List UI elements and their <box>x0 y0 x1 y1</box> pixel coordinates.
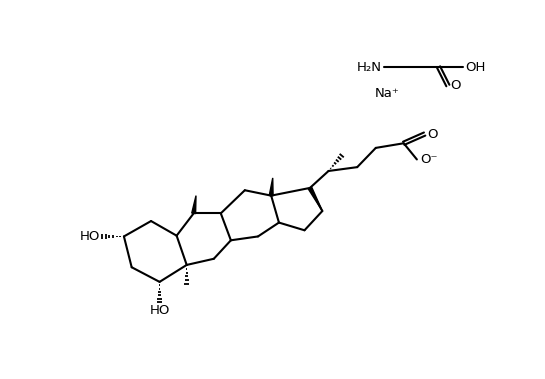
Text: H₂N: H₂N <box>357 61 382 74</box>
Text: OH: OH <box>465 61 486 74</box>
Text: HO: HO <box>149 304 169 317</box>
Text: O⁻: O⁻ <box>420 153 438 166</box>
Text: O: O <box>450 79 461 92</box>
Text: HO: HO <box>80 230 100 243</box>
Text: Na⁺: Na⁺ <box>374 87 399 100</box>
Polygon shape <box>192 196 196 214</box>
Polygon shape <box>308 187 322 211</box>
Text: O: O <box>427 127 438 141</box>
Polygon shape <box>269 178 273 196</box>
